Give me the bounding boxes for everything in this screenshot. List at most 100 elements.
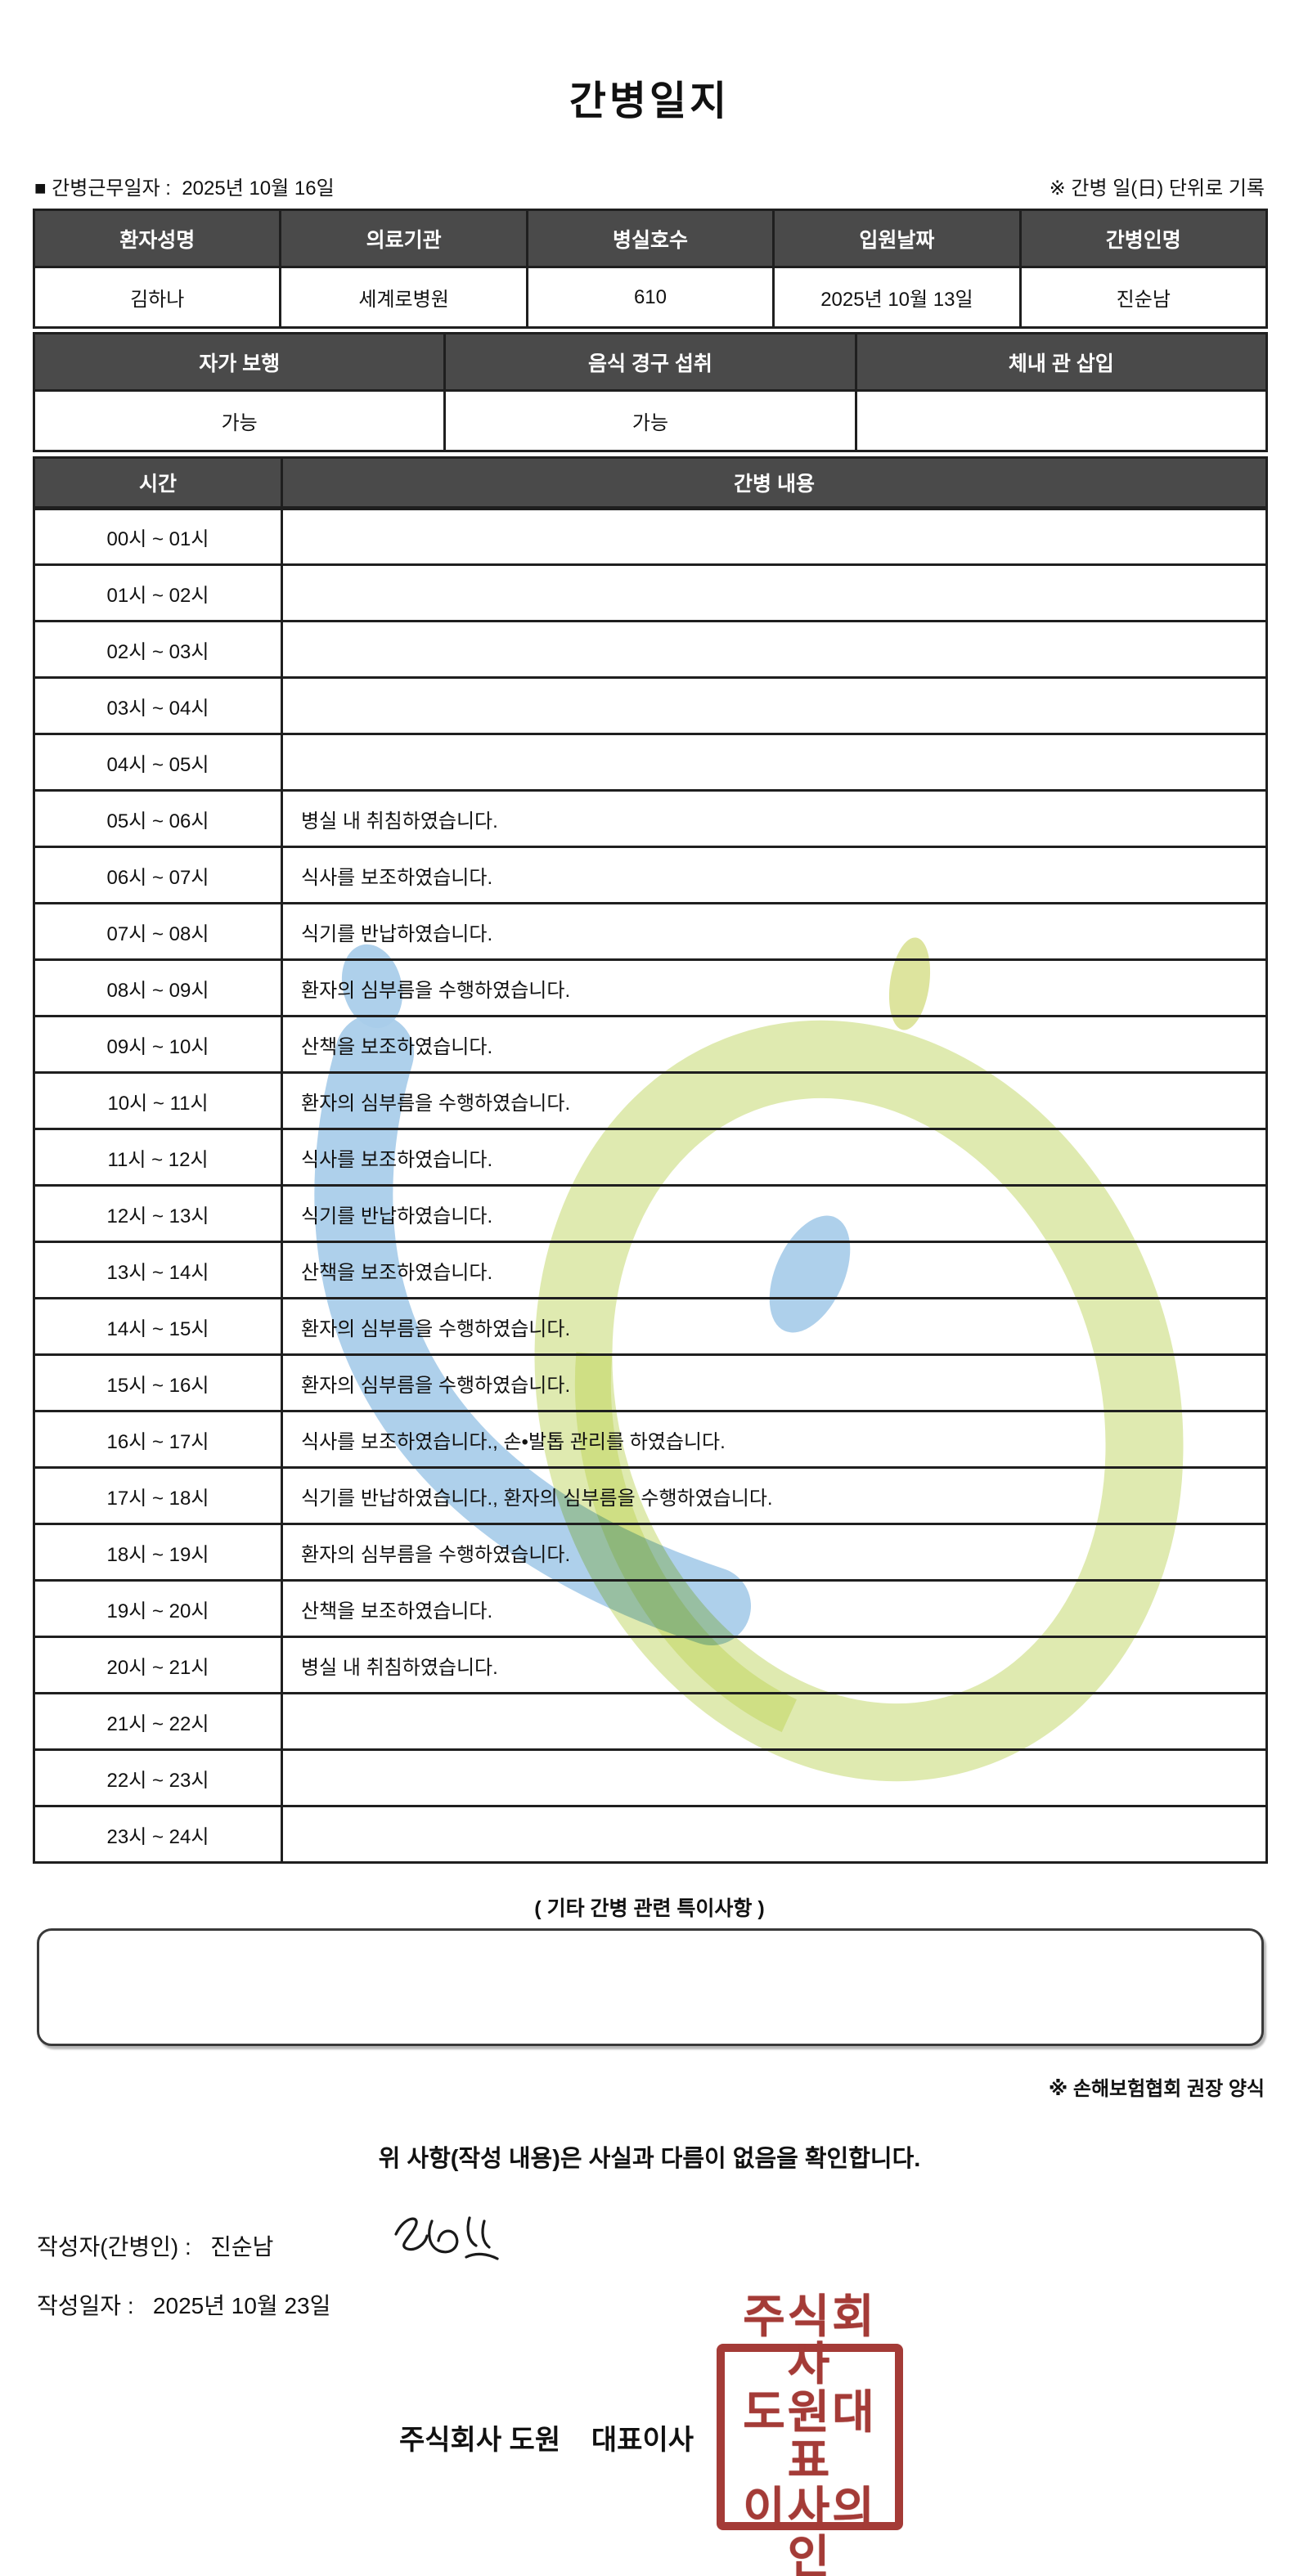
care-row: 13시 ~ 14시 산책을 보조하였습니다.	[33, 1241, 1268, 1299]
care-row: 05시 ~ 06시 병실 내 취침하였습니다.	[33, 789, 1268, 848]
patient-info-table: 환자성명 의료기관 병실호수 입원날짜 간병인명 김하나 세계로병원 610 2…	[32, 209, 1269, 329]
patient-name-cell: 김하나	[32, 266, 282, 329]
care-row: 14시 ~ 15시 환자의 심부름을 수행하였습니다.	[33, 1297, 1268, 1356]
care-time-cell: 09시 ~ 10시	[33, 1015, 283, 1074]
care-time-cell: 23시 ~ 24시	[33, 1805, 283, 1864]
status-header-cell: 음식 경구 섭취	[443, 332, 857, 392]
care-time-cell: 05시 ~ 06시	[33, 789, 283, 848]
care-row: 19시 ~ 20시 산책을 보조하였습니다.	[33, 1579, 1268, 1638]
care-row: 01시 ~ 02시	[33, 563, 1268, 622]
care-content-cell: 식기를 반납하였습니다.	[281, 902, 1268, 961]
tube-insertion-cell	[854, 389, 1269, 452]
time-header-cell: 시간	[33, 456, 283, 510]
care-row: 09시 ~ 10시 산책을 보조하였습니다.	[33, 1015, 1268, 1074]
care-content-cell: 산책을 보조하였습니다.	[281, 1241, 1268, 1299]
care-row: 21시 ~ 22시	[33, 1692, 1268, 1751]
care-time-cell: 17시 ~ 18시	[33, 1466, 283, 1525]
status-header-row: 자가 보행 음식 경구 섭취 체내 관 삽입	[32, 332, 1269, 392]
hospital-cell: 세계로병원	[279, 266, 528, 329]
walking-status-cell: 가능	[32, 389, 447, 452]
stamp-line: 도원대표	[743, 2386, 877, 2486]
care-time-cell: 11시 ~ 12시	[33, 1128, 283, 1187]
care-content-cell: 환자의 심부름을 수행하였습니다.	[281, 1071, 1268, 1130]
care-time-cell: 10시 ~ 11시	[33, 1071, 283, 1130]
care-time-cell: 03시 ~ 04시	[33, 676, 283, 735]
care-time-cell: 12시 ~ 13시	[33, 1184, 283, 1243]
care-time-cell: 08시 ~ 09시	[33, 958, 283, 1017]
care-content-cell	[281, 676, 1268, 735]
care-time-cell: 16시 ~ 17시	[33, 1410, 283, 1469]
room-number-cell: 610	[525, 266, 775, 329]
care-time-cell: 14시 ~ 15시	[33, 1297, 283, 1356]
care-time-cell: 21시 ~ 22시	[33, 1692, 283, 1751]
care-time-cell: 02시 ~ 03시	[33, 620, 283, 679]
care-time-cell: 04시 ~ 05시	[33, 733, 283, 792]
care-time-cell: 07시 ~ 08시	[33, 902, 283, 961]
care-row: 02시 ~ 03시	[33, 620, 1268, 679]
care-row: 20시 ~ 21시 병실 내 취침하였습니다.	[33, 1636, 1268, 1694]
care-content-cell: 산책을 보조하였습니다.	[281, 1579, 1268, 1638]
care-row: 06시 ~ 07시 식사를 보조하였습니다.	[33, 846, 1268, 904]
care-row: 22시 ~ 23시	[33, 1748, 1268, 1807]
written-date-line: 작성일자 : 2025년 10월 23일	[37, 2293, 331, 2318]
care-content-cell	[281, 733, 1268, 792]
care-row: 10시 ~ 11시 환자의 심부름을 수행하였습니다.	[33, 1071, 1268, 1130]
care-row: 18시 ~ 19시 환자의 심부름을 수행하였습니다.	[33, 1523, 1268, 1582]
care-time-cell: 15시 ~ 16시	[33, 1353, 283, 1412]
care-content-cell: 식사를 보조하였습니다., 손•발톱 관리를 하였습니다.	[281, 1410, 1268, 1469]
patient-header-cell: 환자성명	[32, 209, 282, 268]
care-content-cell	[281, 1805, 1268, 1864]
care-content-cell	[281, 1692, 1268, 1751]
admission-date-cell: 2025년 10월 13일	[772, 266, 1022, 329]
care-content-cell: 식기를 반납하였습니다.	[281, 1184, 1268, 1243]
care-content-cell: 환자의 심부름을 수행하였습니다.	[281, 1297, 1268, 1356]
care-row: 12시 ~ 13시 식기를 반납하였습니다.	[33, 1184, 1268, 1243]
care-content-cell	[281, 1748, 1268, 1807]
care-content-cell: 식사를 보조하였습니다.	[281, 1128, 1268, 1187]
care-time-cell: 00시 ~ 01시	[33, 507, 283, 566]
handwritten-signature	[394, 2216, 499, 2260]
care-content-cell: 병실 내 취침하였습니다.	[281, 789, 1268, 848]
meta-row: ■ 간병근무일자 : 2025년 10월 16일 ※ 간병 일(日) 단위로 기…	[34, 172, 1265, 200]
care-content-cell: 환자의 심부름을 수행하였습니다.	[281, 1523, 1268, 1582]
care-content-cell	[281, 620, 1268, 679]
notes-section-title: ( 기타 간병 관련 특이사항 )	[534, 1897, 765, 1920]
oral-intake-cell: 가능	[443, 389, 857, 452]
patient-header-cell: 간병인명	[1018, 209, 1269, 268]
caregiver-name-cell: 진순남	[1018, 266, 1269, 329]
care-row: 07시 ~ 08시 식기를 반납하였습니다.	[33, 902, 1268, 961]
care-row: 15시 ~ 16시 환자의 심부름을 수행하였습니다.	[33, 1353, 1268, 1412]
work-date-label: ■ 간병근무일자 : 2025년 10월 16일	[34, 177, 335, 200]
care-time-cell: 19시 ~ 20시	[33, 1579, 283, 1638]
hourly-care-table: 시간 간병 내용 00시 ~ 01시 01시 ~ 02시 02시 ~ 03시 0…	[33, 456, 1268, 1864]
care-content-cell	[281, 507, 1268, 566]
care-row: 08시 ~ 09시 환자의 심부름을 수행하였습니다.	[33, 958, 1268, 1017]
care-time-cell: 13시 ~ 14시	[33, 1241, 283, 1299]
content-header-cell: 간병 내용	[281, 456, 1268, 510]
patient-header-cell: 입원날짜	[772, 209, 1022, 268]
notes-box	[37, 1928, 1264, 2046]
care-row: 00시 ~ 01시	[33, 507, 1268, 566]
care-time-cell: 22시 ~ 23시	[33, 1748, 283, 1807]
patient-header-cell: 의료기관	[279, 209, 528, 268]
care-row: 03시 ~ 04시	[33, 676, 1268, 735]
care-content-cell: 식사를 보조하였습니다.	[281, 846, 1268, 904]
care-content-cell: 식기를 반납하였습니다., 환자의 심부름을 수행하였습니다.	[281, 1466, 1268, 1525]
care-content-cell: 산책을 보조하였습니다.	[281, 1015, 1268, 1074]
status-header-cell: 자가 보행	[32, 332, 447, 392]
stamp-line: 이사의인	[743, 2482, 877, 2576]
care-time-cell: 18시 ~ 19시	[33, 1523, 283, 1582]
care-time-cell: 20시 ~ 21시	[33, 1636, 283, 1694]
status-header-cell: 체내 관 삽입	[854, 332, 1269, 392]
care-content-cell	[281, 563, 1268, 622]
daily-unit-note: ※ 간병 일(日) 단위로 기록	[1049, 177, 1265, 200]
care-content-cell: 환자의 심부름을 수행하였습니다.	[281, 958, 1268, 1017]
care-row: 16시 ~ 17시 식사를 보조하였습니다., 손•발톱 관리를 하였습니다.	[33, 1410, 1268, 1469]
care-content-cell: 병실 내 취침하였습니다.	[281, 1636, 1268, 1694]
care-row: 17시 ~ 18시 식기를 반납하였습니다., 환자의 심부름을 수행하였습니다.	[33, 1466, 1268, 1525]
patient-header-row: 환자성명 의료기관 병실호수 입원날짜 간병인명	[32, 209, 1269, 268]
status-value-row: 가능 가능	[32, 389, 1269, 452]
care-time-cell: 06시 ~ 07시	[33, 846, 283, 904]
page-title: 간병일지	[569, 79, 730, 123]
